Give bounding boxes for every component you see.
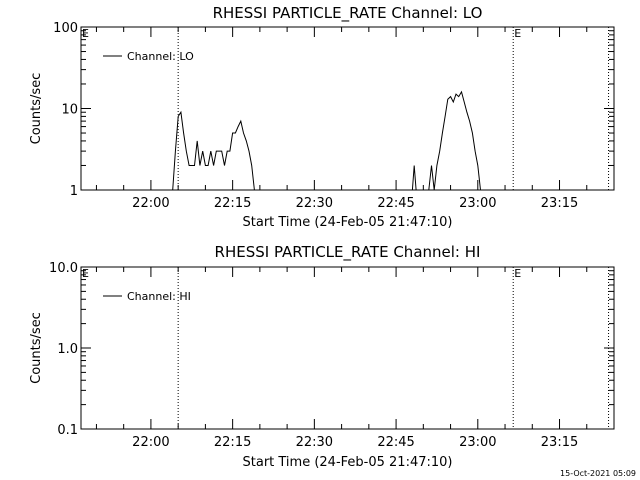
x-tick-label-0-3: 22:45 xyxy=(377,196,414,211)
x-tick-label-0-1: 22:15 xyxy=(214,196,251,211)
y-axis-label-1: Counts/sec xyxy=(29,312,44,384)
legend-label-1: Channel: HI xyxy=(127,290,191,303)
y-tick-label-1-2: 10.0 xyxy=(49,261,78,276)
y-axis-label-0: Counts/sec xyxy=(29,73,44,145)
x-axis-label-0: Start Time (24-Feb-05 21:47:10) xyxy=(243,215,453,230)
legend-label-0: Channel: LO xyxy=(127,50,194,63)
y-tick-label-1-0: 0.1 xyxy=(57,423,78,438)
y-tick-label-0-1: 10 xyxy=(61,103,78,118)
x-tick-label-1-4: 23:00 xyxy=(459,435,496,450)
event-marker-label-0-0: E xyxy=(82,27,89,40)
x-tick-label-1-1: 22:15 xyxy=(214,435,251,450)
x-tick-label-0-0: 22:00 xyxy=(132,196,169,211)
x-tick-label-0-2: 22:30 xyxy=(296,196,333,211)
event-marker-label-1-1: E xyxy=(514,267,521,280)
data-series-line-0-1 xyxy=(411,165,417,191)
y-tick-label-0-2: 100 xyxy=(53,21,78,36)
data-series-line-0-0 xyxy=(172,110,255,191)
x-tick-label-1-0: 22:00 xyxy=(132,435,169,450)
x-tick-label-0-4: 23:00 xyxy=(459,196,496,211)
y-tick-label-0-0: 1 xyxy=(70,184,78,199)
x-tick-label-0-5: 23:15 xyxy=(541,196,578,211)
event-marker-label-1-0: E xyxy=(82,267,89,280)
data-series-line-0-2 xyxy=(428,90,484,191)
y-tick-label-1-1: 1.0 xyxy=(57,342,78,357)
x-tick-label-1-5: 23:15 xyxy=(541,435,578,450)
chart-title-1: RHESSI PARTICLE_RATE Channel: HI xyxy=(215,243,481,262)
event-marker-label-0-1: E xyxy=(514,27,521,40)
x-axis-label-1: Start Time (24-Feb-05 21:47:10) xyxy=(243,455,453,470)
x-tick-label-1-2: 22:30 xyxy=(296,435,333,450)
chart-title-0: RHESSI PARTICLE_RATE Channel: LO xyxy=(213,4,483,23)
timestamp-stamp: 15-Oct-2021 05:09 xyxy=(560,469,636,478)
x-tick-label-1-3: 22:45 xyxy=(377,435,414,450)
